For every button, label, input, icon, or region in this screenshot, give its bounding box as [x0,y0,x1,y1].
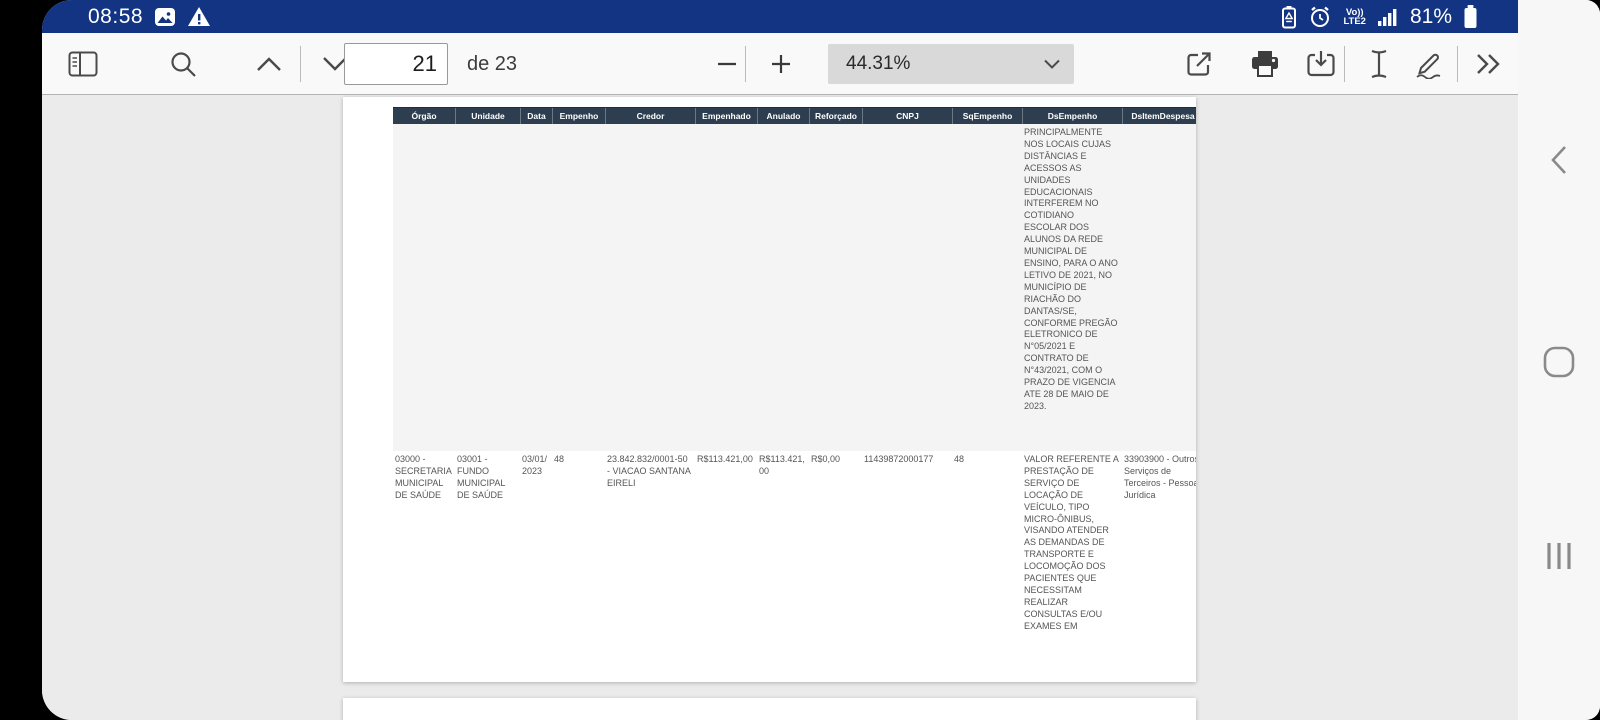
column-header: Empenhado [695,108,757,124]
previous-page-button[interactable] [252,47,286,81]
column-header: SqEmpenho [952,108,1022,124]
app-screen: 08:58 [42,0,1600,720]
draw-tool-button[interactable] [1412,47,1446,81]
print-button[interactable] [1248,47,1282,81]
recents-bars-icon [1547,543,1571,569]
toolbar-divider [745,46,746,82]
nav-home-button[interactable] [1518,332,1600,392]
cell-cnpj [862,124,952,451]
column-header: Anulado [757,108,809,124]
clock: 08:58 [88,4,144,28]
zoom-level-value: 44.31% [846,53,911,74]
pdf-page-next [343,698,1196,720]
status-bar: 08:58 [42,0,1518,33]
cell-dsempenho: PRINCIPALMENTE NOS LOCAIS CUJAS DISTÂNCI… [1024,127,1118,411]
column-header: Reforçado [809,108,862,124]
warning-notification-icon [187,6,211,28]
zoom-out-button[interactable] [710,47,744,81]
cell-unidade: 03001 - FUNDO MUNICIPAL DE SAÚDE [457,454,506,500]
cell-empenho: 48 [554,454,565,464]
table-row: PRINCIPALMENTE NOS LOCAIS CUJAS DISTÂNCI… [393,124,1196,451]
status-bar-right: Vo)) LTE2 81% [1281,4,1478,29]
cell-orgao: 03000 - SECRETARIA MUNICIPAL DE SAÚDE [395,454,452,500]
empenhos-table: Órgão Unidade Data Empenho Credor Empenh… [393,107,1196,641]
pdf-viewer-app: 08:58 [42,0,1518,720]
volte-indicator: Vo)) LTE2 [1343,6,1366,27]
home-square-icon [1543,346,1575,378]
cell-credor: 23.842.832/0001-50 - VIACAO SANTANA EIRE… [607,454,691,488]
battery-percent: 81% [1409,4,1452,28]
table-header-row: Órgão Unidade Data Empenho Credor Empenh… [393,107,1196,124]
cell-empenho [552,124,605,451]
page-count-label: de 23 [467,52,518,75]
zoom-in-button[interactable] [764,47,798,81]
column-header: DsItemDespesa [1122,108,1196,124]
toolbar-divider [300,46,301,82]
text-tool-button[interactable] [1362,47,1396,81]
cell-dsitemdespesa: 33903900 - Outros Serviços de Terceiros … [1124,454,1196,500]
column-header: CNPJ [862,108,952,124]
search-button[interactable] [166,47,200,81]
toolbar-divider [1344,46,1345,82]
column-header: Órgão [411,111,437,121]
column-header: DsEmpenho [1022,108,1122,124]
cell-reforcado [809,124,862,451]
nav-back-button[interactable] [1518,130,1600,190]
cell-empenhado [695,124,757,451]
cell-credor [605,124,695,451]
cell-reforcado: R$0,00 [811,454,841,464]
cell-orgao [393,124,455,451]
cell-anulado: R$113.421,00 [759,454,805,476]
download-button[interactable] [1304,47,1338,81]
sidebar-toggle-button[interactable] [66,47,100,81]
cell-unidade [455,124,520,451]
cell-dsempenho: VALOR REFERENTE A PRESTAÇÃO DE SERVIÇO D… [1024,454,1119,631]
status-bar-left: 08:58 [88,5,211,29]
cell-cnpj: 11439872000177 [864,454,934,464]
nav-recents-button[interactable] [1518,526,1600,586]
chevron-down-icon [1044,59,1060,69]
cell-sqempenho [952,124,1022,451]
cell-data [520,124,552,451]
column-header: Data [520,108,552,124]
zoom-level-select[interactable]: 44.31% [828,44,1074,84]
cell-data: 03/01/2023 [522,454,548,476]
back-chevron-icon [1551,146,1566,174]
cell-sqempenho: 48 [954,454,965,464]
pdf-page-current: Órgão Unidade Data Empenho Credor Empenh… [343,97,1196,682]
android-nav-bar [1518,0,1600,720]
page-number-input[interactable] [344,43,448,85]
next-page-button[interactable] [318,47,352,81]
table-row: 03000 - SECRETARIA MUNICIPAL DE SAÚDE 03… [393,451,1196,641]
toolbar-divider [1457,46,1458,82]
cell-anulado [757,124,809,451]
more-tools-button[interactable] [1472,47,1506,81]
alarm-icon [1308,5,1332,29]
cell-empenhado: R$113.421,00 [697,454,753,464]
battery-saver-icon [1281,5,1297,29]
column-header: Unidade [455,108,520,124]
cell-dsitemdespesa [1122,124,1196,451]
column-header: Empenho [552,108,605,124]
open-in-new-button[interactable] [1182,47,1216,81]
pdf-viewer[interactable]: Órgão Unidade Data Empenho Credor Empenh… [42,95,1518,720]
pdf-toolbar: de 23 44.31% [42,33,1518,95]
signal-strength-icon [1377,7,1399,27]
image-notification-icon [154,6,176,28]
column-header: Credor [605,108,695,124]
battery-icon [1463,4,1478,29]
